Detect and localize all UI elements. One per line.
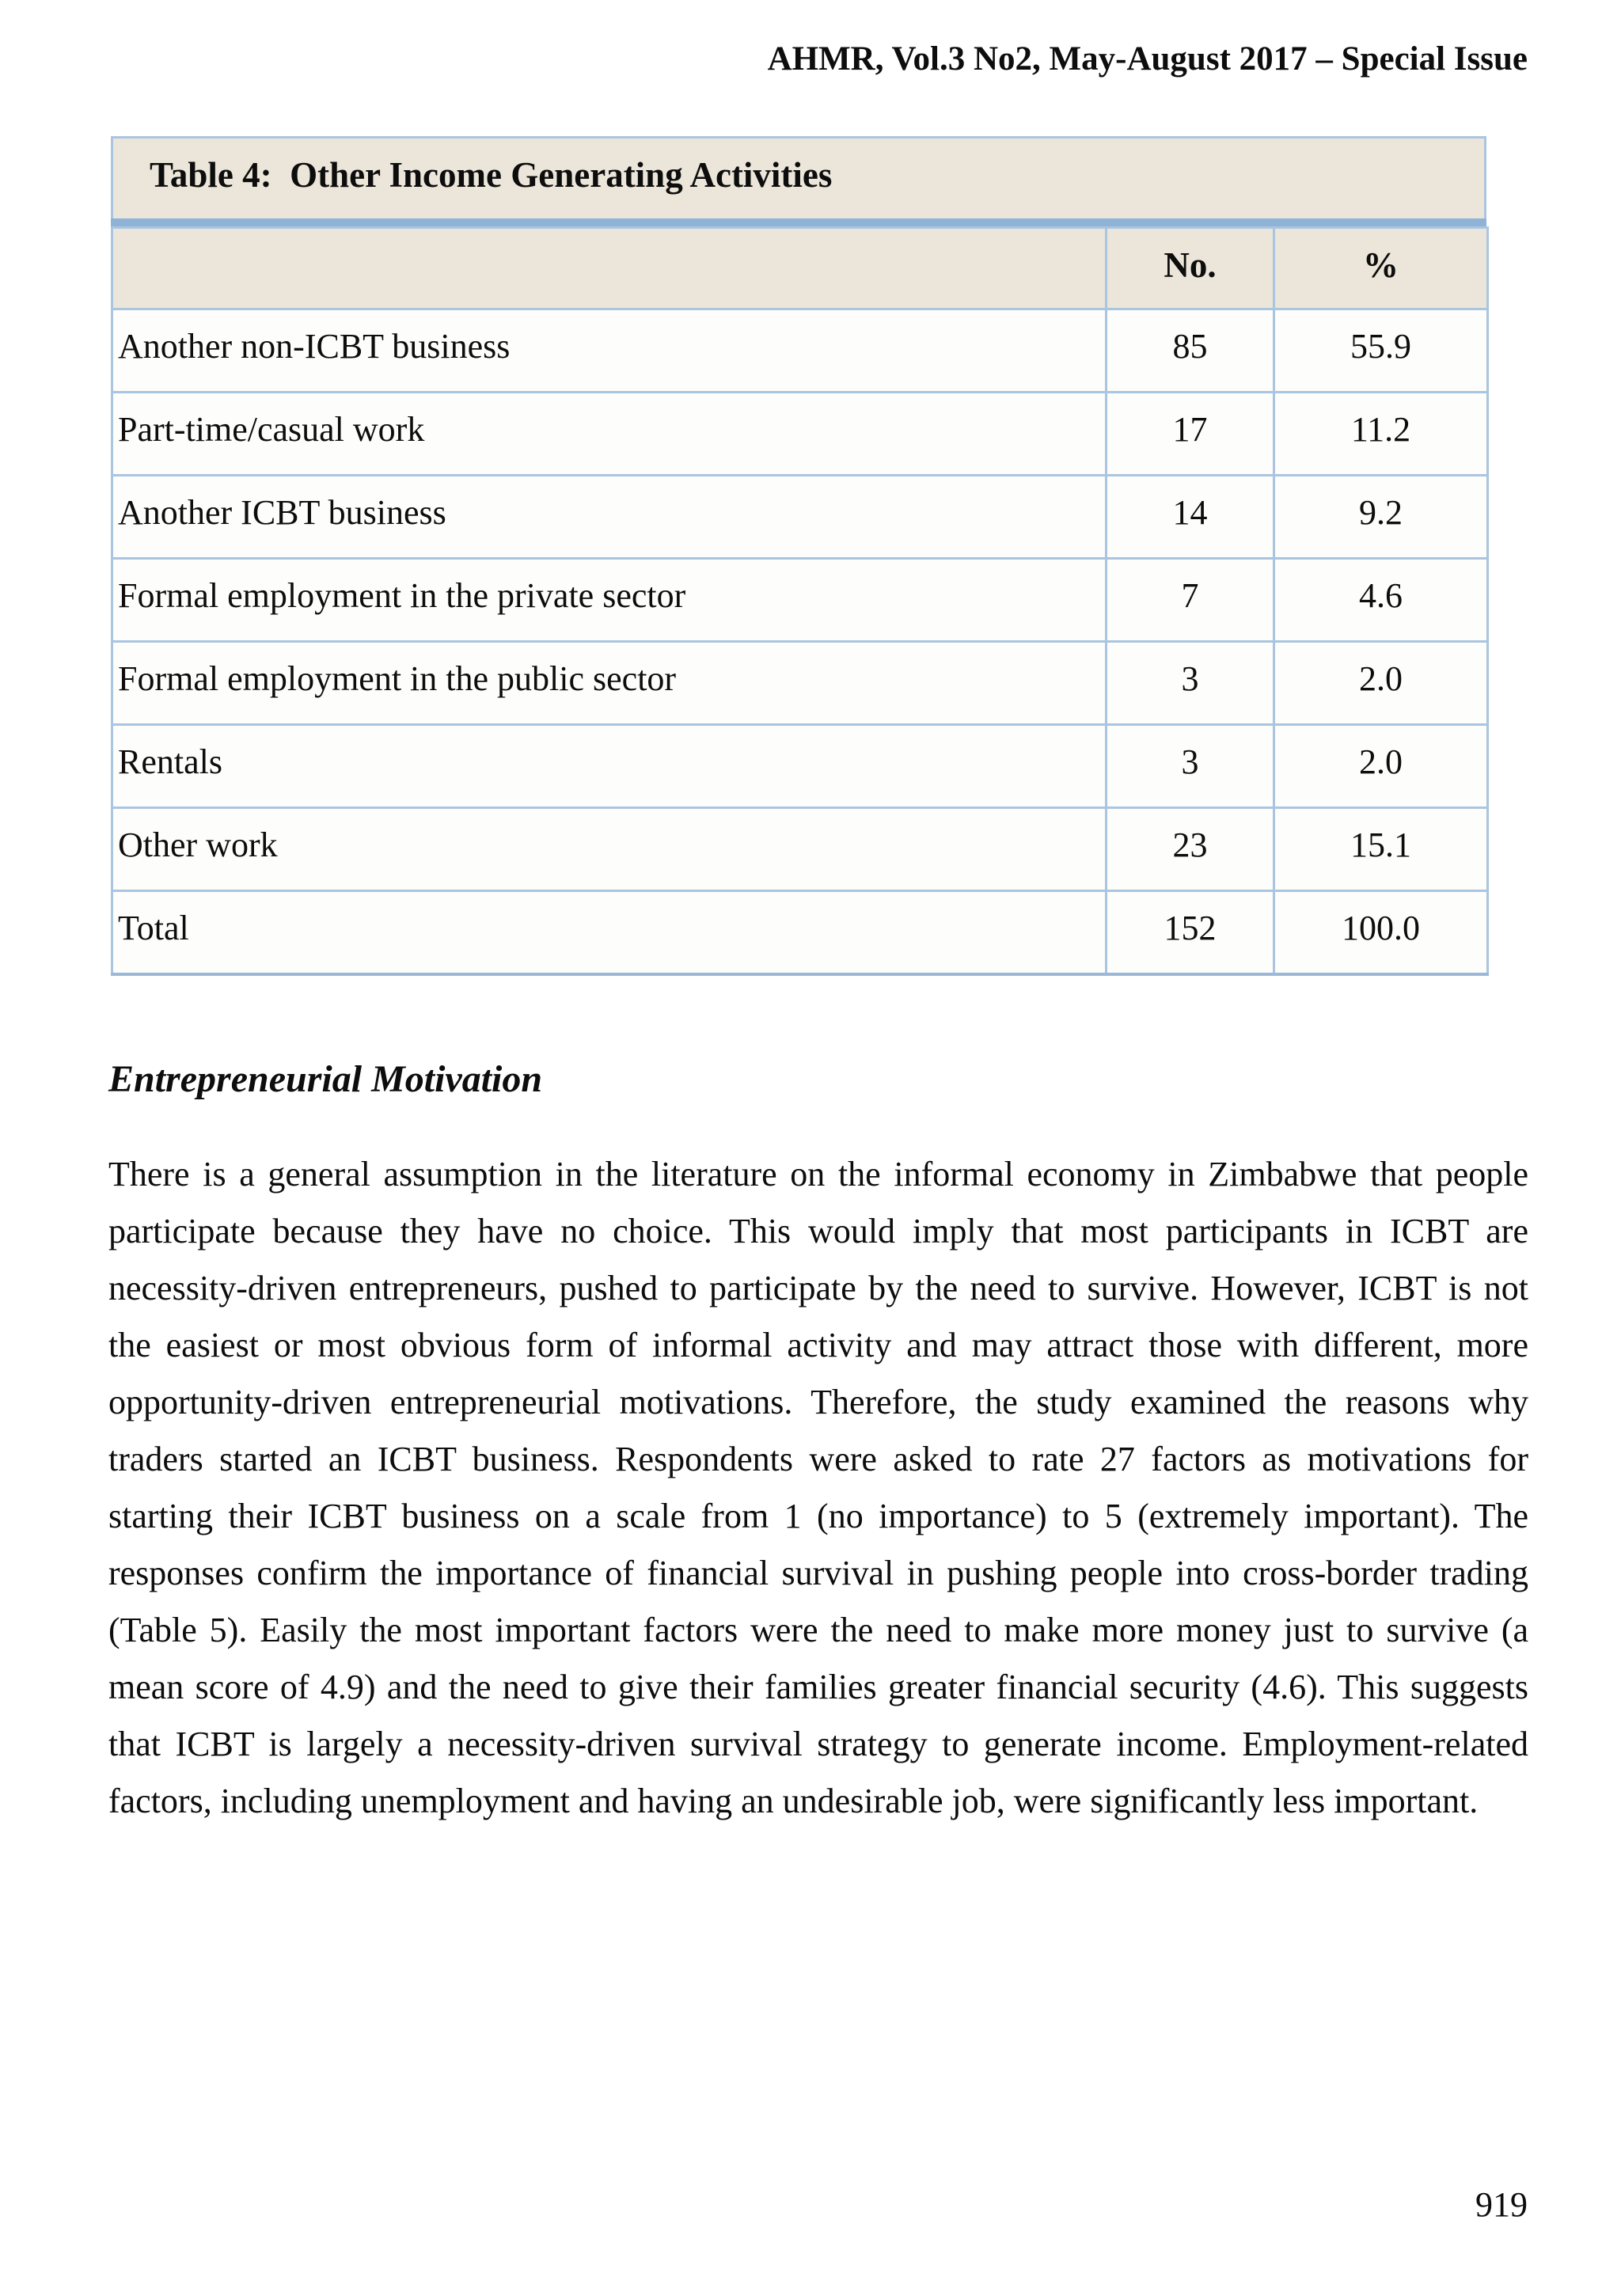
row-pct-cell: 9.2 [1273, 474, 1489, 560]
row-label-cell: Formal employment in the private sector [111, 557, 1107, 643]
table-row: Formal employment in the private sector … [111, 557, 1489, 643]
table-row: Another ICBT business 14 9.2 [111, 474, 1489, 560]
header-no: No. [1105, 226, 1275, 310]
row-no-cell: 17 [1105, 391, 1275, 476]
body-paragraph: There is a general assumption in the lit… [108, 1155, 1528, 1820]
row-pct-cell: 100.0 [1273, 890, 1489, 976]
table-row: Total 152 100.0 [111, 890, 1489, 976]
row-pct-cell: 11.2 [1273, 391, 1489, 476]
table4-block: Table 4: Other Income Generating Activit… [111, 136, 1489, 976]
header-pct: % [1273, 226, 1489, 310]
row-no-cell: 3 [1105, 723, 1275, 809]
row-no-cell: 14 [1105, 474, 1275, 560]
row-pct-cell: 2.0 [1273, 640, 1489, 726]
row-label-cell: Formal employment in the public sector [111, 640, 1107, 726]
row-pct-cell: 2.0 [1273, 723, 1489, 809]
page-number: 919 [1475, 2185, 1528, 2224]
table-row: Other work 23 15.1 [111, 806, 1489, 892]
table4-divider [111, 218, 1486, 226]
table-row: Rentals 3 2.0 [111, 723, 1489, 809]
row-pct-cell: 55.9 [1273, 308, 1489, 393]
row-label-cell: Another ICBT business [111, 474, 1107, 560]
journal-header: AHMR, Vol.3 No2, May-August 2017 – Speci… [767, 40, 1528, 78]
row-label-cell: Rentals [111, 723, 1107, 809]
header-empty-cell [111, 226, 1107, 310]
row-no-cell: 23 [1105, 806, 1275, 892]
table4-title: Table 4: Other Income Generating Activit… [111, 136, 1486, 218]
section-heading: Entrepreneurial Motivation [108, 1058, 543, 1100]
row-label-cell: Part-time/casual work [111, 391, 1107, 476]
table4: No. % Another non-ICBT business 85 55.9 … [111, 226, 1489, 976]
table-row: Another non-ICBT business 85 55.9 [111, 308, 1489, 393]
row-pct-cell: 15.1 [1273, 806, 1489, 892]
table-row: Part-time/casual work 17 11.2 [111, 391, 1489, 476]
row-label-cell: Another non-ICBT business [111, 308, 1107, 393]
row-label-cell: Other work [111, 806, 1107, 892]
row-no-cell: 85 [1105, 308, 1275, 393]
row-pct-cell: 4.6 [1273, 557, 1489, 643]
table-header-row: No. % [111, 226, 1489, 310]
row-no-cell: 152 [1105, 890, 1275, 976]
row-no-cell: 7 [1105, 557, 1275, 643]
table-row: Formal employment in the public sector 3… [111, 640, 1489, 726]
row-label-cell: Total [111, 890, 1107, 976]
row-no-cell: 3 [1105, 640, 1275, 726]
